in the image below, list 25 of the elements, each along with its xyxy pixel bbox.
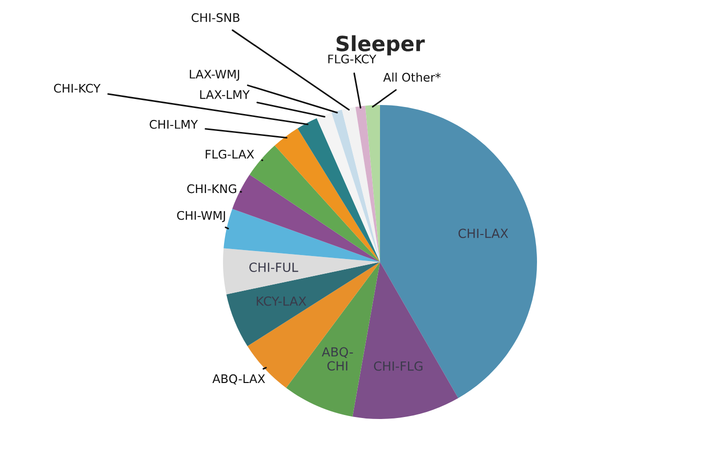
- slice-label: CHI-FUL: [249, 262, 298, 272]
- slice-label: FLG-KCY: [328, 54, 376, 64]
- slice-label: LAX-WMJ: [190, 70, 240, 81]
- slice-label: CHI-WMJ: [177, 210, 225, 222]
- pie-slice: [352, 262, 458, 419]
- slice-label: LAX-LMY: [200, 90, 250, 99]
- slice-label: ABQ- CHI: [322, 347, 353, 371]
- slice-label: CHI-LAX: [458, 228, 508, 238]
- pie-slice: [331, 110, 380, 262]
- slice-label: ABQ-LAX: [212, 374, 266, 385]
- pie-slice: [365, 105, 380, 262]
- slice-label: All Other*: [383, 72, 441, 82]
- pie-slice: [355, 106, 380, 262]
- slice-label: CHI-KCY: [54, 84, 101, 93]
- pie-slice: [223, 248, 380, 294]
- slice-label: CHI-LMY: [150, 120, 198, 129]
- slice-label: CHI-FLG: [374, 361, 422, 371]
- pie-slice: [224, 208, 380, 262]
- slice-label: FLG-LAX: [206, 150, 254, 159]
- slice-label: CHI-KNG: [187, 184, 236, 194]
- text: Sleeper: [336, 35, 425, 56]
- pie-slice: [226, 262, 380, 346]
- pie-slice: [298, 118, 380, 262]
- slice-label: CHI-SNB: [192, 13, 240, 22]
- pie-slice: [274, 128, 380, 262]
